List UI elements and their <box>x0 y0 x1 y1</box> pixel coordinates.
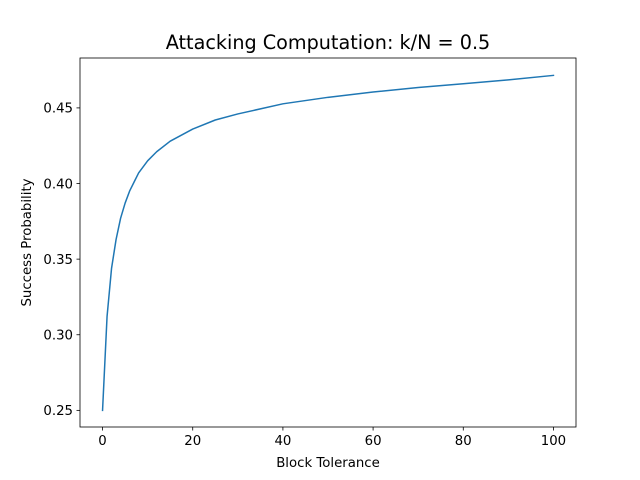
x-axis: 0 20 40 60 80 100 <box>98 427 566 449</box>
y-tick-label: 0.40 <box>43 177 73 192</box>
y-tick-label: 0.25 <box>43 404 73 419</box>
series-layer <box>101 74 555 412</box>
x-axis-label: Block Tolerance <box>276 456 380 471</box>
plot-frame <box>79 57 577 428</box>
y-axis: 0.25 0.30 0.35 0.40 0.45 <box>43 102 80 419</box>
x-tick-label: 20 <box>184 434 201 449</box>
plot-area <box>79 57 577 428</box>
x-tick-label: 40 <box>274 434 291 449</box>
x-tick-label: 0 <box>98 434 106 449</box>
x-tick-label: 60 <box>365 434 382 449</box>
x-tick-label: 100 <box>541 434 566 449</box>
series-line <box>101 74 555 412</box>
chart-title: Attacking Computation: k/N = 0.5 <box>166 31 491 54</box>
y-tick-label: 0.35 <box>43 253 73 268</box>
y-tick-label: 0.30 <box>43 329 73 344</box>
y-axis-label: Success Probability <box>20 178 35 306</box>
x-tick-label: 80 <box>455 434 472 449</box>
y-tick-label: 0.45 <box>43 102 73 117</box>
